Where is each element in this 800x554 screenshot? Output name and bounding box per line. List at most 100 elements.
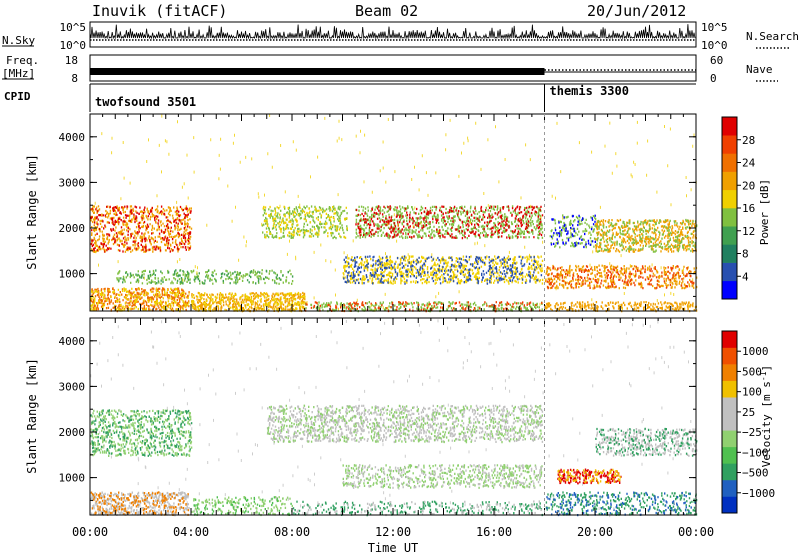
colorbar-segment <box>722 413 737 431</box>
colorbar-segment <box>722 496 737 514</box>
scatter-band-1-mix <box>193 496 293 516</box>
colorbar-segment <box>722 397 737 415</box>
power-y-label: Slant Range [km] <box>25 154 39 270</box>
scatter-band-5 <box>342 464 543 489</box>
scatter-band-2-mix <box>296 500 542 517</box>
scatter-band-3 <box>544 301 698 313</box>
beam-title: Beam 02 <box>355 2 418 20</box>
scatter-band-9 <box>595 218 697 253</box>
scatter-band-0-mix <box>90 491 190 516</box>
colorbar-tick-label: 16 <box>742 202 755 215</box>
scatter-band-7 <box>595 427 698 457</box>
nsky-tick-bottom: 10^0 <box>60 39 87 52</box>
colorbar-tick-label: −25 <box>742 426 762 439</box>
colorbar-segment <box>722 153 737 172</box>
velocity-colorbar-label-end: ] <box>760 365 773 372</box>
colorbar-segment <box>722 364 737 381</box>
colorbar-segment <box>722 226 737 245</box>
colorbar-tick-label: 20 <box>742 179 755 192</box>
scatter-band-1-mix <box>191 291 306 313</box>
freq-unit: [MHz] <box>2 67 35 80</box>
velocity-colorbar: 1000 500 100 25 −25 −100 −500 −1000 <box>721 330 775 514</box>
colorbar-tick-label: −1000 <box>742 487 775 500</box>
colorbar-segment <box>722 262 737 282</box>
scatter-band-4 <box>266 404 544 444</box>
scatter-band-9-mix <box>595 218 698 253</box>
colorbar-segment <box>722 171 737 191</box>
nsearch-label: N.Search <box>746 30 799 43</box>
colorbar-segment <box>722 208 737 227</box>
velocity-x-ticks <box>89 318 697 515</box>
time-tick-label: 08:00 <box>274 525 310 539</box>
scatter-band-6 <box>355 205 544 240</box>
nsky-trace-line <box>89 24 696 40</box>
colorbar-tick-label: −100 <box>742 446 769 459</box>
y-tick-label: 1000 <box>59 268 86 281</box>
scatter-band-1 <box>191 496 293 517</box>
colorbar-segment <box>722 479 737 497</box>
time-tick-label: 12:00 <box>375 525 411 539</box>
colorbar-tick-label: 500 <box>742 365 762 378</box>
colorbar-segment <box>722 244 737 263</box>
x-axis-label: Time UT <box>368 541 419 554</box>
time-tick-label: 04:00 <box>173 525 209 539</box>
scatter-band-6-mix <box>557 468 621 485</box>
colorbar-segment <box>722 189 737 209</box>
scatter-band-8 <box>545 491 698 516</box>
cpid-label: CPID <box>4 90 31 103</box>
scatter-band-7 <box>342 255 544 285</box>
colorbar-tick-label: 12 <box>742 225 755 238</box>
y-tick-label: 4000 <box>59 335 86 348</box>
nave-label: Nave <box>746 63 773 76</box>
scatter-band-10-mix <box>546 265 695 290</box>
scatter-band-6-mix <box>355 205 544 240</box>
y-tick-label: 2000 <box>59 222 86 235</box>
freq-band-twofsound <box>90 68 545 75</box>
colorbar-segment <box>722 380 737 398</box>
nsearch-tick-bottom: 10^0 <box>701 39 728 52</box>
scatter-band-8-mix <box>546 491 696 517</box>
colorbar-tick-label: 1000 <box>742 345 769 358</box>
colorbar-tick-label: 8 <box>742 248 749 261</box>
scatter-band-7-mix <box>595 427 698 457</box>
scatter-band-5 <box>261 205 348 240</box>
freq-tick-bottom: 8 <box>71 72 78 85</box>
freq-tick-top: 18 <box>65 54 78 67</box>
freq-trace <box>90 68 696 75</box>
scatter-band-5-mix <box>342 464 542 489</box>
power-y-axis: 4000 3000 2000 1000 <box>59 131 696 297</box>
scatter-band-4-mix <box>90 205 192 253</box>
station-title: Inuvik (fitACF) <box>92 2 227 20</box>
colorbar-segment <box>722 117 737 136</box>
power-x-ticks <box>89 114 697 311</box>
velocity-y-axis: 4000 3000 2000 1000 <box>59 335 696 501</box>
scatter-band-2 <box>305 301 543 313</box>
colorbar-segment <box>722 446 737 464</box>
power-data-layer <box>90 114 698 313</box>
colorbar-tick-label: 28 <box>742 134 755 147</box>
colorbar-tick-label: 24 <box>742 157 756 170</box>
cpid-mode-2: themis 3300 <box>550 84 629 98</box>
y-tick-label: 4000 <box>59 131 86 144</box>
nsky-tick-top: 10^5 <box>60 21 87 34</box>
cpid-mode-1: twofsound 3501 <box>95 95 196 109</box>
freq-label: Freq. <box>6 54 39 67</box>
nsearch-tick-top: 10^5 <box>701 21 728 34</box>
scatter-band-5-mix <box>262 205 348 240</box>
velocity-colorbar-label-main: Velocity [m s <box>760 381 773 467</box>
power-colorbar-label: Power [dB] <box>758 179 771 245</box>
velocity-colorbar-label: Velocity [m s-1] <box>759 365 773 467</box>
colorbar-tick-label: 4 <box>742 270 749 283</box>
time-axis-labels: 00:00 04:00 08:00 12:00 16:00 20:00 00:00 <box>72 525 714 539</box>
colorbar-segment <box>722 280 737 300</box>
scatter-band-7-mix <box>343 255 543 285</box>
scatter-band-11-mix <box>118 269 294 285</box>
y-tick-label: 1000 <box>59 472 86 485</box>
scatter-band-3-mix <box>90 409 193 457</box>
y-tick-label: 3000 <box>59 380 86 393</box>
nave-tick-top: 60 <box>710 54 723 67</box>
colorbar-segment <box>722 135 737 154</box>
colorbar-segment <box>722 331 737 348</box>
nave-tick-bottom: 0 <box>710 72 717 85</box>
